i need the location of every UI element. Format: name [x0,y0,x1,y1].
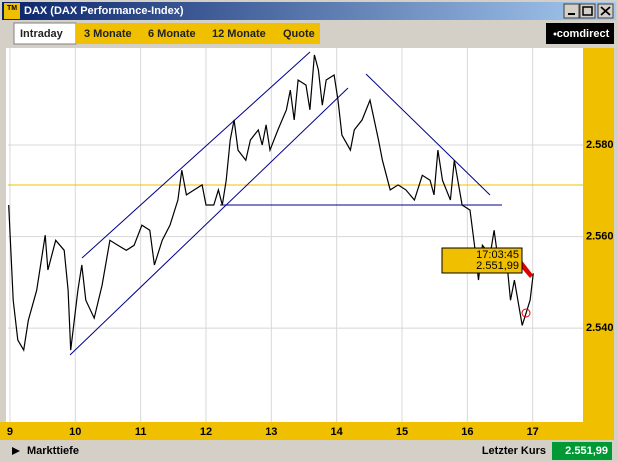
y-axis-panel [583,48,614,422]
footer-price: 2.551,99 [565,445,608,457]
tab[interactable]: 6 Monate [148,28,196,40]
expand-arrow[interactable] [12,447,20,455]
channel-upper [81,51,311,259]
x-tick-label: 13 [265,426,277,438]
window-title: DAX (DAX Performance-Index) [24,5,184,17]
title-bar [2,2,616,20]
tab[interactable]: 12 Monate [212,28,266,40]
tab[interactable]: Intraday [20,28,64,40]
x-tick-label: 9 [7,426,13,438]
channel-lower [69,87,349,356]
triangle-upper [365,73,491,196]
tab[interactable]: Quote [283,28,315,40]
tooltip [441,247,523,274]
x-tick-label: 11 [135,426,147,438]
minimize-button[interactable] [563,3,580,19]
trend-lines [8,51,583,356]
tooltip-time: 17:03:45 [476,249,519,261]
price-box [552,442,612,460]
y-tick-label: 2.580 [586,139,614,151]
tooltip-price: 2.551,99 [476,260,519,272]
x-tick-label: 17 [527,426,539,438]
x-axis-panel [0,422,614,440]
footer-label: Letzter Kurs [482,445,546,457]
brand: comdirect [557,28,610,40]
price-line [8,54,534,352]
app-icon [4,3,20,19]
x-tick-label: 14 [331,426,344,438]
brand-dot [553,32,557,36]
maximize-icon [582,6,593,16]
y-tick-label: 2.560 [586,231,614,243]
tab[interactable]: 3 Monate [84,28,132,40]
x-tick-label: 12 [200,426,212,438]
plot-area [6,48,583,422]
last-marker [521,308,531,318]
x-tick-label: 10 [69,426,81,438]
footer-left[interactable]: Markttiefe [27,445,79,457]
brand-box [546,23,614,44]
y-tick-label: 2.540 [586,322,614,334]
icon-label: TM [7,5,17,12]
window-buttons [563,3,614,19]
x-tick-label: 15 [396,426,408,438]
tab-strip [76,23,320,44]
x-tick-label: 16 [461,426,473,438]
close-icon [600,6,611,16]
